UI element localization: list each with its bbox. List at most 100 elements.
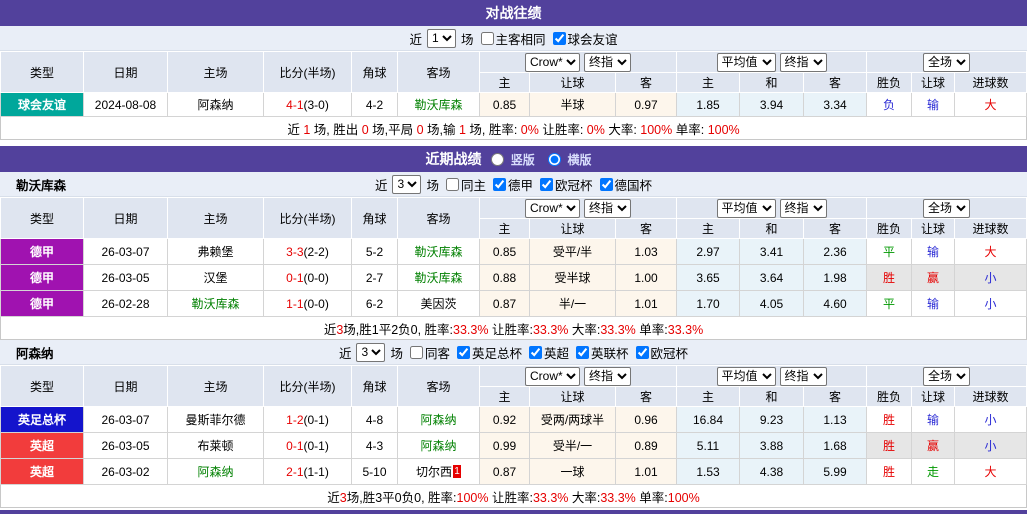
league-cell[interactable]: 英超 xyxy=(0,458,84,485)
away-team-link[interactable]: 勒沃库森 xyxy=(414,271,463,285)
avg-home-cell: 2.97 xyxy=(676,238,740,265)
same-away-checkbox[interactable] xyxy=(409,345,423,359)
arsenal-row: 英超 26-03-02 阿森纳 2-1(1-1) 5-10 切尔西 1 0.87 … xyxy=(0,458,1027,485)
bookmaker-select[interactable]: Crow* xyxy=(525,52,580,72)
col-goals: 进球数 xyxy=(954,72,1027,93)
same-home-filter[interactable]: 同主 xyxy=(442,175,486,194)
arsenal-row: 英足总杯 26-03-07 曼斯菲尔德 1-2(0-1) 4-8 阿森纳 0.9… xyxy=(0,406,1027,433)
avg-home-cell: 1.53 xyxy=(676,458,740,485)
horizontal-layout-option[interactable]: 横版 xyxy=(548,153,591,167)
col-odds-handicap: 让球 xyxy=(529,386,616,407)
arsenal-summary: 近3场,胜3平0负0, 胜率:100% 让胜率:33.3% 大率:33.3% 单… xyxy=(0,484,1027,508)
fa-cup-filter[interactable]: 英足总杯 xyxy=(453,343,522,362)
average-select[interactable]: 平均值 xyxy=(716,366,776,386)
fulltime-select[interactable]: 全场 xyxy=(923,52,971,72)
avg-away-cell: 5.99 xyxy=(802,458,868,485)
goals-result-cell: 小 xyxy=(954,264,1027,291)
fulltime-select[interactable]: 全场 xyxy=(923,366,971,386)
goals-result-cell: 大 xyxy=(954,92,1027,117)
bundesliga-checkbox[interactable] xyxy=(493,177,506,191)
avg-home-cell: 5.11 xyxy=(676,432,740,459)
h2h-match-count-select[interactable]: 1 xyxy=(426,28,456,48)
odds-handicap-cell: 半球 xyxy=(529,92,616,117)
home-team-link[interactable]: 阿森纳 xyxy=(197,465,234,479)
avg-home-cell: 1.85 xyxy=(676,92,740,117)
date-cell: 26-03-05 xyxy=(83,264,168,291)
final-index-select[interactable]: 终指 xyxy=(584,52,631,72)
fa-cup-checkbox[interactable] xyxy=(456,345,470,359)
away-team-cell: 切尔西 1 xyxy=(397,458,480,485)
wdl-result-cell: 负 xyxy=(866,92,913,117)
col-avg-away: 客 xyxy=(802,386,868,407)
dfb-pokal-checkbox[interactable] xyxy=(599,177,613,191)
average-select[interactable]: 平均值 xyxy=(716,198,776,218)
col-corner: 角球 xyxy=(351,51,398,93)
ucl-checkbox[interactable] xyxy=(540,177,554,191)
col-away: 客场 xyxy=(397,197,480,239)
handicap-result-cell: 输 xyxy=(911,238,956,265)
final-index-select[interactable]: 终指 xyxy=(584,198,631,218)
away-team-cell: 美因茨 xyxy=(397,290,480,317)
same-home-away-filter[interactable]: 主客相同 xyxy=(477,29,546,48)
vertical-layout-option[interactable]: 竖版 xyxy=(491,153,538,167)
vertical-layout-radio[interactable] xyxy=(491,153,505,167)
same-home-checkbox[interactable] xyxy=(445,177,459,191)
away-team-link[interactable]: 勒沃库森 xyxy=(414,98,463,112)
away-team-link[interactable]: 勒沃库森 xyxy=(414,245,463,259)
league-cell[interactable]: 德甲 xyxy=(0,238,84,265)
home-team-link[interactable]: 勒沃库森 xyxy=(191,297,240,311)
near-label: 近 xyxy=(338,346,352,361)
efl-cup-checkbox[interactable] xyxy=(576,345,590,359)
odds-handicap-cell: 受半球 xyxy=(529,264,616,291)
league-cell[interactable]: 英超 xyxy=(0,432,84,459)
leverkusen-row: 德甲 26-03-07 弗赖堡 3-3(2-2) 5-2 勒沃库森 0.85 受… xyxy=(0,238,1027,265)
epl-checkbox[interactable] xyxy=(529,345,542,359)
odds-handicap-cell: 受平/半 xyxy=(529,238,616,265)
club-friendly-checkbox[interactable] xyxy=(552,31,566,45)
horizontal-layout-radio[interactable] xyxy=(548,153,562,167)
final-index2-select[interactable]: 终指 xyxy=(779,198,827,218)
wdl-result-cell: 胜 xyxy=(866,406,913,433)
col-away: 客场 xyxy=(397,51,480,93)
col-handicap-result: 让球 xyxy=(911,72,956,93)
league-cell[interactable]: 德甲 xyxy=(0,290,84,317)
ucl-checkbox[interactable] xyxy=(635,345,649,359)
average-group: 平均值 终指 xyxy=(675,365,868,387)
epl-filter[interactable]: 英超 xyxy=(525,343,569,362)
dfb-pokal-filter[interactable]: 德国杯 xyxy=(596,175,652,194)
leverkusen-match-count-select[interactable]: 3 xyxy=(392,174,422,194)
odds-home-cell: 0.92 xyxy=(479,406,530,433)
handicap-result-cell: 输 xyxy=(911,406,956,433)
final-index2-select[interactable]: 终指 xyxy=(779,52,827,72)
club-friendly-filter[interactable]: 球会友谊 xyxy=(549,29,618,48)
same-away-filter[interactable]: 同客 xyxy=(406,343,450,362)
league-cell[interactable]: 球会友谊 xyxy=(0,92,84,117)
ucl-filter[interactable]: 欧冠杯 xyxy=(632,343,688,362)
bookmaker-select[interactable]: Crow* xyxy=(525,366,580,386)
h2h-filter-bar: 近 1 场 主客相同 球会友谊 xyxy=(0,26,1027,51)
arsenal-match-count-select[interactable]: 3 xyxy=(356,342,386,362)
average-select[interactable]: 平均值 xyxy=(716,52,776,72)
fulltime-select[interactable]: 全场 xyxy=(923,198,971,218)
odds-handicap-cell: 受两/两球半 xyxy=(529,406,616,433)
efl-cup-filter[interactable]: 英联杯 xyxy=(572,343,629,362)
same-home-away-label: 主客相同 xyxy=(495,32,546,47)
col-away: 客场 xyxy=(397,365,480,407)
avg-draw-cell: 3.64 xyxy=(739,264,804,291)
odds-home-cell: 0.88 xyxy=(479,264,530,291)
league-cell[interactable]: 德甲 xyxy=(0,264,84,291)
ucl-filter[interactable]: 欧冠杯 xyxy=(536,175,593,194)
avg-draw-cell: 4.05 xyxy=(739,290,804,317)
col-avg-draw: 和 xyxy=(739,386,804,407)
corner-cell: 5-2 xyxy=(351,238,398,265)
away-team-link[interactable]: 阿森纳 xyxy=(420,439,457,453)
odds-home-cell: 0.85 xyxy=(479,92,530,117)
bundesliga-filter[interactable]: 德甲 xyxy=(489,175,533,194)
bookmaker-group: Crow* 终指 xyxy=(479,365,677,387)
final-index-select[interactable]: 终指 xyxy=(584,366,631,386)
same-home-away-checkbox[interactable] xyxy=(480,31,494,45)
bookmaker-select[interactable]: Crow* xyxy=(525,198,580,218)
final-index2-select[interactable]: 终指 xyxy=(779,366,827,386)
league-cell[interactable]: 英足总杯 xyxy=(0,406,84,433)
away-team-link[interactable]: 阿森纳 xyxy=(420,413,457,427)
